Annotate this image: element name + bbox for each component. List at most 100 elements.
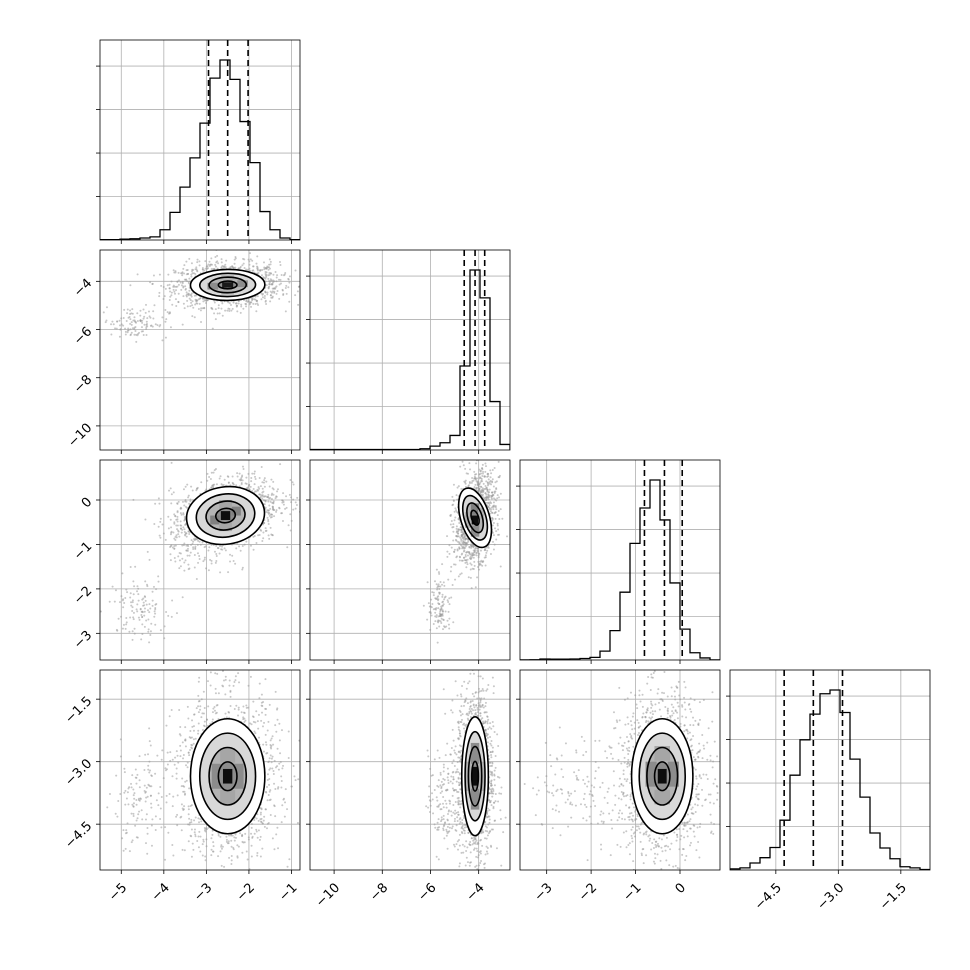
scatter-point [263,294,266,297]
scatter-point [198,540,201,543]
scatter-point [104,321,107,324]
scatter-point [453,510,456,513]
scatter-point [250,822,253,825]
density-cell [210,515,220,525]
density-cell [222,282,234,288]
scatter-point [129,318,132,321]
scatter-point [220,267,223,270]
scatter-point [215,483,218,486]
scatter-point [133,316,136,319]
scatter-point [148,603,151,606]
scatter-point [477,556,480,559]
scatter-point [173,522,176,525]
scatter-point [157,580,160,583]
histogram-frame [519,459,721,661]
scatter-point [247,485,250,488]
scatter-point [185,544,188,547]
scatter-point [172,491,175,494]
density-cell [471,515,479,525]
scatter-point [483,556,486,559]
scatter-point [214,692,217,695]
scatter-point [278,507,281,510]
histogram-frame [729,669,931,871]
scatter-point [221,545,224,548]
scatter-point [260,693,263,696]
scatter-point [267,287,270,290]
scatter-point [205,567,208,570]
scatter-point [243,267,246,270]
scatter-point [467,540,470,543]
scatter-point [453,563,456,566]
scatter-point [198,264,201,267]
scatter-point [221,670,224,672]
scatter-point [167,273,170,276]
scatter-point [435,614,438,617]
scatter-point [131,638,134,641]
scatter-point [158,291,161,294]
scatter-point [204,545,207,548]
scatter-point [248,269,251,272]
scatter-point [429,628,432,631]
scatter-point [255,710,258,713]
scatter-point [281,519,284,522]
scatter-point [477,554,480,557]
scatter-point [277,768,280,771]
scatter-point [250,480,253,483]
scatter-point [426,618,429,621]
histogram-panel-0 [96,39,301,244]
scatter-point [235,304,238,307]
scatter-point [158,295,161,298]
scatter-point [258,493,261,496]
scatter-point [141,330,144,333]
scatter-point [437,583,440,586]
scatter-point [139,607,142,610]
scatter-point [268,285,271,288]
scatter-point [267,493,270,496]
scatter-point [175,524,178,527]
scatter-point [203,299,206,302]
scatter-point [152,585,155,588]
scatter-point [241,474,244,477]
scatter-point [134,321,137,324]
scatter-point [494,511,497,514]
scatter-point [479,481,482,484]
scatter-point [434,611,437,614]
scatter-point [183,307,186,310]
scatter-point [197,561,200,564]
scatter-point [426,581,429,584]
scatter-point [129,616,132,619]
scatter-point [198,557,201,560]
contour-line [214,507,237,524]
scatter-point [279,463,282,466]
scatter-point [182,513,185,516]
scatter-point [214,561,217,564]
scatter-point [182,302,185,305]
scatter-point [263,297,266,300]
scatter-point [190,485,193,488]
scatter-point [492,521,495,524]
scatter-point [455,509,458,512]
scatter-point [120,317,123,320]
scatter-point [219,475,222,478]
scatter-point [457,575,460,578]
scatter-point [125,588,128,591]
scatter-point [466,563,469,566]
scatter-point [432,608,435,611]
scatter-point [485,551,488,554]
scatter-point [179,565,182,568]
scatter-point [151,590,154,593]
scatter-point [469,568,472,571]
scatter-point [499,565,502,568]
scatter-point [448,603,451,606]
scatter-point [492,508,495,511]
scatter-point [258,476,261,479]
scatter-point [447,610,450,613]
scatter-point [150,622,153,625]
scatter-point [169,295,172,298]
scatter-point [435,627,438,630]
density-content [310,460,510,660]
scatter-point [185,273,188,276]
scatter-point [179,749,182,752]
scatter-point [473,560,476,563]
scatter-point [181,557,184,560]
